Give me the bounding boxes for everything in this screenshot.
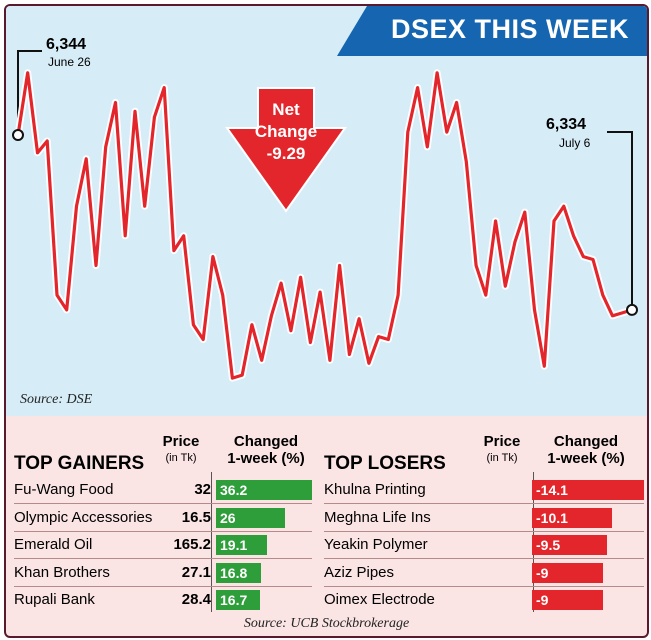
start-point — [12, 129, 24, 142]
start-date-label: June 26 — [48, 55, 91, 69]
gainer-change-bar: 26 — [216, 507, 285, 528]
movers-tables: TOP GAINERS Price (in Tk) Changed 1-week… — [6, 416, 647, 636]
net-change-label-2: Change — [255, 122, 317, 141]
gainers-price-header: Price (in Tk) — [156, 433, 206, 467]
net-change-label-1: Net — [272, 100, 300, 119]
chart-area: Net Change -9.29 DSEX THIS WEEK 6,344 Ju… — [6, 6, 647, 416]
losers-price-header: Price (in Tk) — [476, 433, 528, 467]
start-leader-line — [17, 50, 42, 136]
loser-change-bar: -9.5 — [532, 535, 608, 555]
gainer-name: Olympic Accessories — [14, 508, 153, 526]
gainer-row: Emerald Oil 165.2 19.1 — [14, 533, 316, 557]
gainers-change-header: Changed 1-week (%) — [218, 433, 314, 467]
gainer-price: 27.1 — [181, 563, 211, 581]
loser-name: Aziz Pipes — [324, 563, 395, 581]
loser-name: Meghna Life Ins — [324, 508, 431, 526]
loser-row-separator — [324, 558, 644, 559]
losers-change-sub: 1-week (%) — [547, 450, 625, 467]
gainer-row: Khan Brothers 27.1 16.8 — [14, 561, 316, 585]
loser-change-value: -14.1 — [536, 482, 568, 498]
gainer-name: Khan Brothers — [14, 563, 110, 581]
gainer-row-separator — [14, 503, 312, 504]
loser-row: Khulna Printing12.2-14.1 — [324, 478, 647, 502]
title-banner: DSEX THIS WEEK — [337, 6, 647, 56]
losers-price-sub: (in Tk) — [486, 452, 518, 464]
net-change-value: -9.29 — [267, 144, 306, 163]
loser-row: Aziz Pipes101.1-9 — [324, 561, 647, 585]
gainers-price-header-text: Price — [162, 433, 200, 450]
gainers-title: TOP GAINERS — [14, 453, 145, 474]
gainer-price: 16.5 — [181, 508, 211, 526]
line-chart: Net Change -9.29 — [12, 50, 638, 382]
gainers-change-header-text: Changed — [233, 433, 299, 450]
gainer-change-value: 16.8 — [220, 564, 248, 581]
gainer-row-separator — [14, 585, 312, 587]
gainer-price: 165.2 — [173, 536, 211, 553]
gainer-change-bar: 19.1 — [216, 535, 267, 555]
loser-change-value: -9.5 — [536, 537, 561, 553]
loser-name: Yeakin Polymer — [324, 536, 428, 553]
gainers-divider — [211, 472, 212, 612]
end-point — [626, 303, 638, 316]
losers-title: TOP LOSERS — [324, 453, 446, 474]
gainer-change-value: 26 — [220, 509, 236, 526]
loser-change-bar: -10.1 — [532, 507, 613, 528]
loser-row: Oimex Electrode23.3-9 — [324, 588, 647, 612]
gainer-row: Fu-Wang Food 32 36.2 — [14, 478, 316, 502]
dsex-line — [16, 71, 634, 380]
gainer-change-value: 19.1 — [220, 537, 248, 553]
loser-change-bar: -9 — [532, 562, 604, 583]
loser-change-value: -9 — [536, 564, 549, 581]
gainer-name: Fu-Wang Food — [14, 481, 114, 498]
loser-row-separator — [324, 503, 644, 504]
losers-price-header-text: Price — [483, 433, 521, 450]
source-dse: Source: DSE — [20, 392, 93, 407]
losers-change-header-text: Changed — [553, 433, 619, 450]
gainer-row: Rupali Bank 28.4 16.7 — [14, 588, 316, 612]
gainer-row: Olympic Accessories 16.5 26 — [14, 506, 316, 530]
loser-row-separator — [324, 530, 644, 532]
gainer-change-bar: 16.8 — [216, 562, 261, 583]
source-ucb: Source: UCB Stockbrokerage — [243, 616, 410, 631]
end-date-label: July 6 — [559, 136, 591, 150]
loser-row-separator — [324, 585, 644, 587]
gainer-price: 28.4 — [181, 591, 211, 608]
loser-name: Oimex Electrode — [324, 591, 435, 608]
loser-row: Yeakin Polymer24.7-9.5 — [324, 533, 647, 557]
gainer-name: Emerald Oil — [14, 536, 93, 553]
chart-title: DSEX THIS WEEK — [390, 14, 629, 44]
net-change-arrow — [225, 87, 347, 213]
gainer-change-bar: 36.2 — [216, 480, 312, 500]
gainers-price-sub: (in Tk) — [165, 452, 197, 464]
start-value-label: 6,344 — [46, 36, 87, 53]
gainer-change-bar: 16.7 — [216, 590, 261, 610]
gainer-change-value: 16.7 — [220, 592, 248, 608]
gainer-row-separator — [14, 530, 312, 532]
gainer-name: Rupali Bank — [14, 591, 95, 608]
loser-name: Khulna Printing — [324, 481, 426, 498]
infographic-frame: Net Change -9.29 DSEX THIS WEEK 6,344 Ju… — [4, 4, 649, 638]
losers-change-header: Changed 1-week (%) — [538, 433, 634, 467]
end-leader-line — [607, 131, 633, 310]
gainer-change-value: 36.2 — [220, 482, 248, 498]
loser-change-value: -10.1 — [536, 509, 568, 526]
gainer-price: 32 — [194, 481, 211, 498]
loser-row: Meghna Life Ins45.3-10.1 — [324, 506, 647, 530]
loser-change-bar: -14.1 — [532, 480, 644, 500]
gainer-row-separator — [14, 558, 312, 559]
loser-change-bar: -9 — [532, 590, 604, 610]
loser-change-value: -9 — [536, 592, 549, 608]
gainers-change-sub: 1-week (%) — [227, 450, 305, 467]
end-value-label: 6,334 — [546, 116, 587, 133]
